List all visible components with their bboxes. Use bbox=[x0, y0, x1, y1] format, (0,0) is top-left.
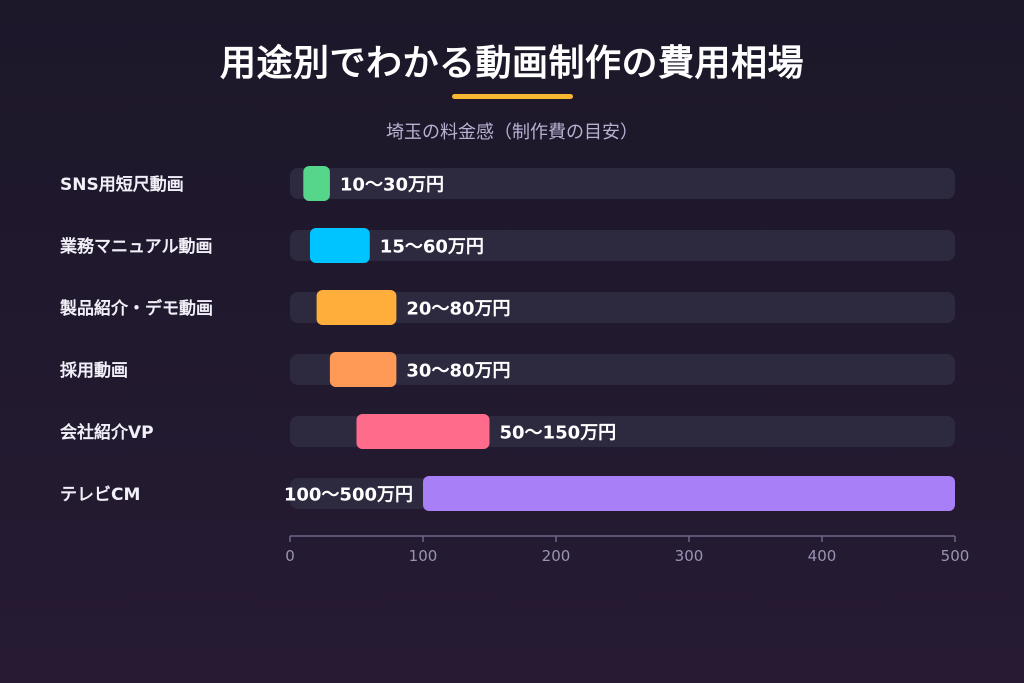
x-tick-label: 500 bbox=[941, 547, 970, 565]
category-label: SNS用短尺動画 bbox=[60, 175, 184, 195]
data-label: 10〜30万円 bbox=[340, 175, 444, 196]
title-underline bbox=[452, 94, 573, 99]
data-label: 15〜60万円 bbox=[380, 237, 484, 258]
data-label: 100〜500万円 bbox=[284, 485, 413, 506]
bar-track bbox=[290, 230, 955, 261]
bar-track bbox=[290, 168, 955, 199]
chart-title: 用途別でわかる動画制作の費用相場 bbox=[219, 43, 804, 84]
bar bbox=[423, 476, 955, 511]
chart-subtitle: 埼玉の料金感（制作費の目安） bbox=[386, 122, 638, 143]
x-tick-label: 200 bbox=[542, 547, 571, 565]
category-label: 採用動画 bbox=[60, 361, 128, 381]
category-label: 業務マニュアル動画 bbox=[60, 237, 213, 257]
bar bbox=[309, 228, 370, 263]
bar bbox=[356, 414, 490, 449]
category-label: 会社紹介VP bbox=[60, 423, 154, 443]
bar bbox=[316, 290, 397, 325]
category-label: テレビCM bbox=[60, 485, 141, 505]
x-tick-label: 100 bbox=[409, 547, 438, 565]
x-tick-label: 300 bbox=[675, 547, 704, 565]
bar-track bbox=[290, 292, 955, 323]
x-tick-label: 400 bbox=[808, 547, 837, 565]
category-label: 製品紹介・デモ動画 bbox=[60, 299, 213, 319]
data-label: 50〜150万円 bbox=[500, 423, 617, 444]
x-tick-label: 0 bbox=[285, 547, 295, 565]
bar-track bbox=[290, 354, 955, 385]
bar bbox=[303, 166, 330, 201]
data-label: 20〜80万円 bbox=[406, 299, 510, 320]
data-label: 30〜80万円 bbox=[406, 361, 510, 382]
bar bbox=[329, 352, 397, 387]
